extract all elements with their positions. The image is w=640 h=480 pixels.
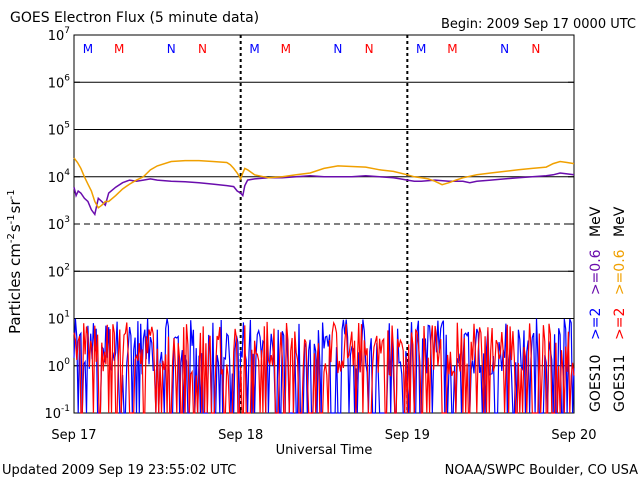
chart-title: GOES Electron Flux (5 minute data) [10,10,259,26]
y-tick-label: 107 [48,26,70,44]
local-time-marker: N [365,42,374,56]
y-tick-label: 10-1 [44,404,70,422]
legend-goes11-2mev: >=2 [612,308,628,340]
legend: GOES10 GOES11 >=2 >=0.6 MeV >=2 >=0.6 Me… [588,206,628,412]
x-axis-label: Universal Time [276,443,373,458]
y-tick-labels: 107 106 105 104 103 102 101 100 10-1 [44,26,70,422]
local-time-marker: N [531,42,540,56]
legend-goes10-channels: >=2 >=0.6 MeV [588,206,604,340]
x-tick-labels: Sep 17 Sep 18 Sep 19 Sep 20 [51,428,596,443]
credit-text: NOAA/SWPC Boulder, CO USA [445,463,638,478]
x-tick-label: Sep 17 [51,428,96,443]
local-time-marker: N [333,42,342,56]
y-tick-label: 101 [48,310,70,328]
y-axis-label: Particles cm-2s-1sr-1 [6,189,24,334]
y-tick-label: 105 [48,121,70,139]
series-line [73,157,575,209]
y-tick-label: 106 [48,73,71,91]
y-tick-label: 103 [48,215,70,233]
legend-goes11-06mev: >=0.6 [612,249,628,295]
legend-goes11-unit: MeV [612,206,628,237]
series-layer [73,157,575,414]
local-time-marker: M [447,42,457,56]
y-tick-label: 102 [48,262,70,280]
local-time-marker: N [167,42,176,56]
series-line [73,172,575,217]
y-tick-label: 104 [48,168,71,186]
local-time-marker: M [114,42,124,56]
y-tick-label: 100 [48,357,71,375]
local-time-marker: M [249,42,259,56]
legend-goes10-2mev: >=2 [588,308,604,340]
local-time-marker: M [281,42,291,56]
legend-goes11: GOES11 [612,355,628,412]
updated-timestamp: Updated 2009 Sep 19 23:55:02 UTC [2,463,236,478]
x-tick-label: Sep 18 [218,428,263,443]
legend-goes10-unit: MeV [588,206,604,237]
begin-label: Begin: 2009 Sep 17 0000 UTC [441,17,636,32]
local-time-marker: N [500,42,509,56]
legend-goes10: GOES10 [588,355,604,412]
series-line [73,320,575,414]
x-tick-label: Sep 20 [551,428,596,443]
local-time-marker: M [83,42,93,56]
x-tick-label: Sep 19 [385,428,430,443]
legend-goes10-06mev: >=0.6 [588,249,604,295]
grid [73,34,575,414]
legend-goes11-channels: >=2 >=0.6 MeV [612,206,628,340]
local-time-marker: M [416,42,426,56]
local-time-marker: N [198,42,207,56]
